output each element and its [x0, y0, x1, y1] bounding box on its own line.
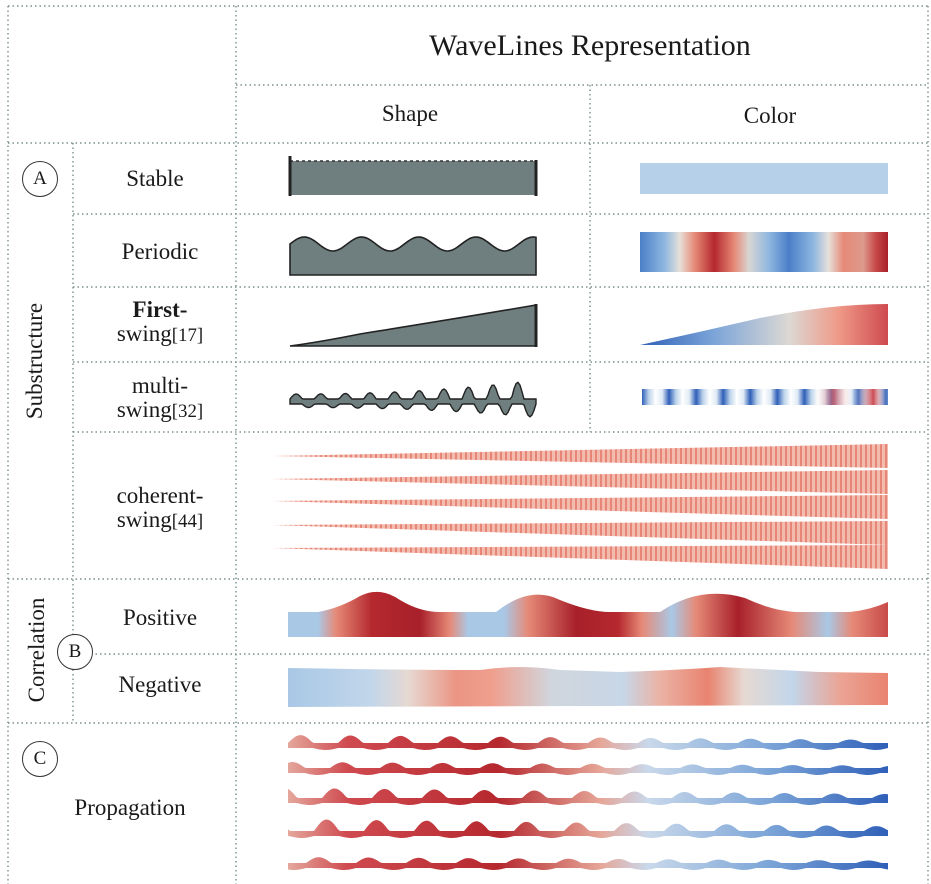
coherent-swing-wedge-2	[272, 470, 888, 494]
row-label-stable: Stable	[126, 166, 184, 191]
multi-swing-shape	[289, 381, 537, 418]
group-badge-c: C	[22, 741, 58, 777]
grid-lines	[7, 5, 929, 884]
row-label-first-swing-line1: First-	[132, 297, 188, 322]
row-label-multi-swing-line2: swing[32]	[80, 398, 240, 422]
propagation-wave-4	[288, 819, 888, 838]
coherent-swing-wedge-3	[272, 495, 888, 519]
figure-title: WaveLines Representation	[429, 29, 751, 62]
row-label-first-swing-line2: swing[17]	[80, 322, 240, 346]
row-label-coherent-swing-word: swing	[116, 507, 172, 533]
propagation-wave-1	[288, 735, 888, 750]
row-label-periodic: Periodic	[121, 239, 199, 264]
row-label-first-swing: First- swing[17]	[80, 297, 240, 346]
row-label-positive: Positive	[122, 605, 198, 630]
multi-swing-color-accent	[642, 389, 888, 405]
row-label-propagation: Propagation	[74, 795, 186, 820]
stable-shape	[290, 161, 536, 195]
propagation-wave-2	[288, 762, 888, 775]
row-label-coherent-swing-line1: coherent-	[116, 483, 204, 508]
periodic-shape	[289, 236, 537, 276]
coherent-swing-wedge-1	[272, 444, 888, 468]
column-header-color: Color	[743, 103, 797, 128]
column-header-shape: Shape	[381, 101, 439, 126]
group-badge-a: A	[22, 161, 58, 197]
row-label-first-swing-word: swing	[116, 321, 172, 347]
stable-color-bar	[640, 163, 888, 194]
positive-color-band	[288, 591, 888, 637]
first-swing-color	[640, 304, 888, 345]
propagation-wave-5	[288, 857, 888, 870]
row-label-negative: Negative	[118, 672, 202, 697]
propagation-wave-3	[288, 788, 888, 805]
row-label-multi-swing-word: swing	[116, 397, 172, 423]
coherent-swing-wedge-4	[272, 521, 888, 545]
group-label-substructure: Substructure	[22, 302, 47, 420]
periodic-color-bar	[640, 232, 888, 272]
coherent-swing-wedge-5	[272, 545, 888, 569]
row-label-multi-swing: multi- swing[32]	[80, 373, 240, 422]
glyphs	[272, 156, 888, 870]
citation-17: [17]	[171, 325, 204, 347]
citation-44: [44]	[171, 511, 204, 533]
citation-32: [32]	[171, 401, 204, 423]
row-label-coherent-swing: coherent- swing[44]	[80, 483, 240, 532]
row-label-multi-swing-line1: multi-	[131, 373, 189, 398]
group-label-correlation: Correlation	[24, 597, 49, 703]
group-badge-b: B	[57, 634, 93, 670]
row-label-coherent-swing-line2: swing[44]	[80, 508, 240, 532]
negative-color-band	[288, 667, 888, 707]
first-swing-shape	[289, 304, 537, 347]
